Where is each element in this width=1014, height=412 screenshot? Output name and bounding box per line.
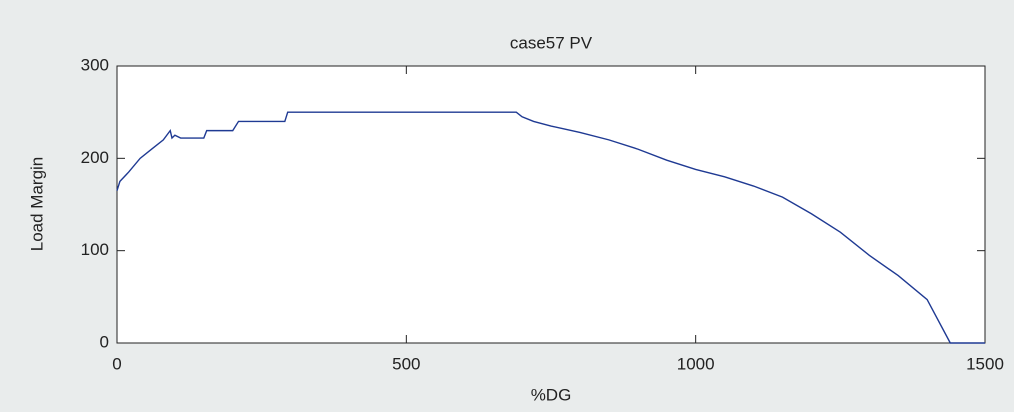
- x-axis-label: %DG: [531, 385, 572, 404]
- x-tick-label: 500: [392, 354, 420, 373]
- y-tick-label: 200: [81, 148, 109, 167]
- x-tick-label: 1000: [677, 354, 715, 373]
- data-line: [116, 111, 985, 344]
- y-axis-label: Load Margin: [27, 157, 46, 252]
- y-tick-label: 300: [81, 55, 109, 74]
- x-tick-label: 0: [112, 354, 121, 373]
- y-tick-label: 0: [100, 332, 109, 351]
- chart-title: case57 PV: [510, 33, 593, 52]
- x-tick-label: 1500: [966, 354, 1004, 373]
- y-tick-label: 100: [81, 240, 109, 259]
- plot-area: [116, 65, 986, 344]
